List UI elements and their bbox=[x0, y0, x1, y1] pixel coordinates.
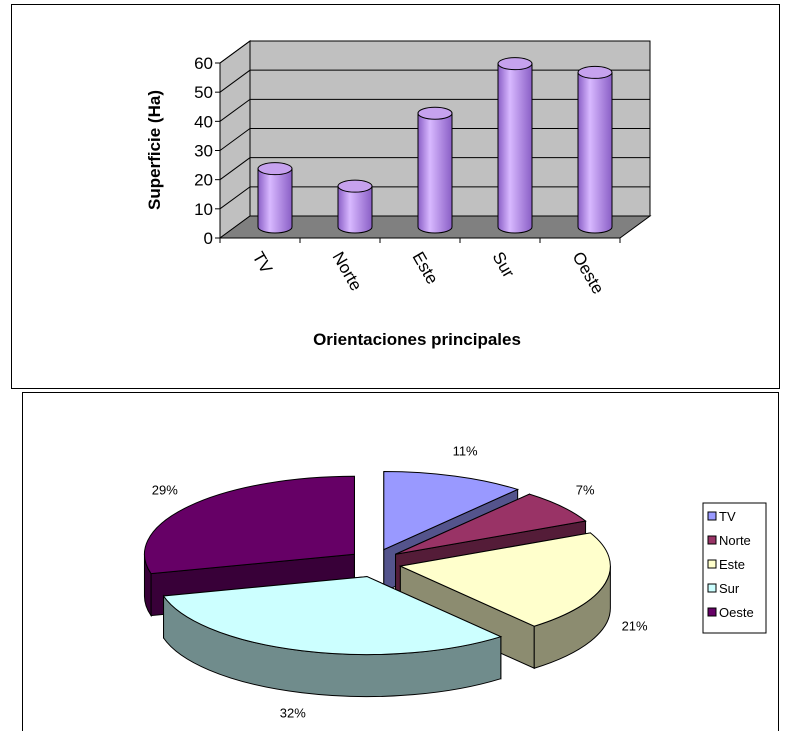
legend-swatch bbox=[707, 583, 717, 593]
pie-value-label: 32% bbox=[280, 705, 306, 720]
legend-item: Sur bbox=[707, 581, 740, 596]
y-tick-label: 50 bbox=[194, 83, 213, 102]
legend-label: Este bbox=[719, 557, 745, 572]
y-tick-label: 0 bbox=[204, 229, 213, 248]
bar-norte bbox=[337, 179, 373, 234]
legend-swatch bbox=[707, 511, 717, 521]
x-axis-title: Orientaciones principales bbox=[313, 330, 521, 349]
bar-chart-panel: 0 10 20 30 40 50 60 TV Norte Este Sur Oeste Orientac… bbox=[11, 4, 780, 389]
legend-label: Sur bbox=[719, 581, 740, 596]
y-tick-label: 10 bbox=[194, 200, 213, 219]
y-axis-title: Superficie (Ha) bbox=[145, 90, 164, 210]
legend-label: Norte bbox=[719, 533, 751, 548]
bar-sur bbox=[497, 57, 533, 234]
pie-slice-sur bbox=[162, 575, 503, 698]
bar-este bbox=[417, 106, 453, 234]
legend-item: Norte bbox=[707, 533, 751, 548]
y-tick-label: 40 bbox=[194, 112, 213, 131]
pie-legend: TV Norte Este Sur Oeste bbox=[702, 502, 767, 634]
pie-value-label: 7% bbox=[576, 482, 595, 497]
legend-label: Oeste bbox=[719, 605, 754, 620]
gridline bbox=[219, 40, 650, 64]
legend-item: Oeste bbox=[707, 605, 754, 620]
bar-tv bbox=[257, 162, 293, 234]
legend-label: TV bbox=[719, 509, 736, 524]
pie-chart-panel: 11% 7% 21% 32% 29% TV Norte Este Sur Oeste bbox=[22, 392, 779, 731]
x-tick-label: TV bbox=[249, 249, 277, 278]
bar-chart: 0 10 20 30 40 50 60 TV Norte Este Sur Oeste Orientac… bbox=[145, 40, 652, 349]
pie-value-label: 29% bbox=[152, 482, 178, 497]
legend-swatch bbox=[707, 559, 717, 569]
y-tick-label: 30 bbox=[194, 142, 213, 161]
x-tick-label: Oeste bbox=[569, 249, 608, 298]
legend-swatch bbox=[707, 607, 717, 617]
legend-item: TV bbox=[707, 509, 736, 524]
y-tick-label: 60 bbox=[194, 54, 213, 73]
pie bbox=[143, 471, 611, 698]
pie-value-label: 21% bbox=[622, 619, 648, 634]
pie-chart: 11% 7% 21% 32% 29% TV Norte Este Sur Oeste bbox=[143, 444, 767, 720]
x-tick-label: Sur bbox=[489, 249, 519, 282]
pie-value-label: 11% bbox=[453, 444, 478, 459]
legend-swatch bbox=[707, 535, 717, 545]
x-tick-label: Norte bbox=[329, 249, 366, 295]
x-tick-label: Este bbox=[409, 249, 442, 288]
y-tick-label: 20 bbox=[194, 171, 213, 190]
bar-oeste bbox=[577, 65, 613, 234]
legend-item: Este bbox=[707, 557, 745, 572]
